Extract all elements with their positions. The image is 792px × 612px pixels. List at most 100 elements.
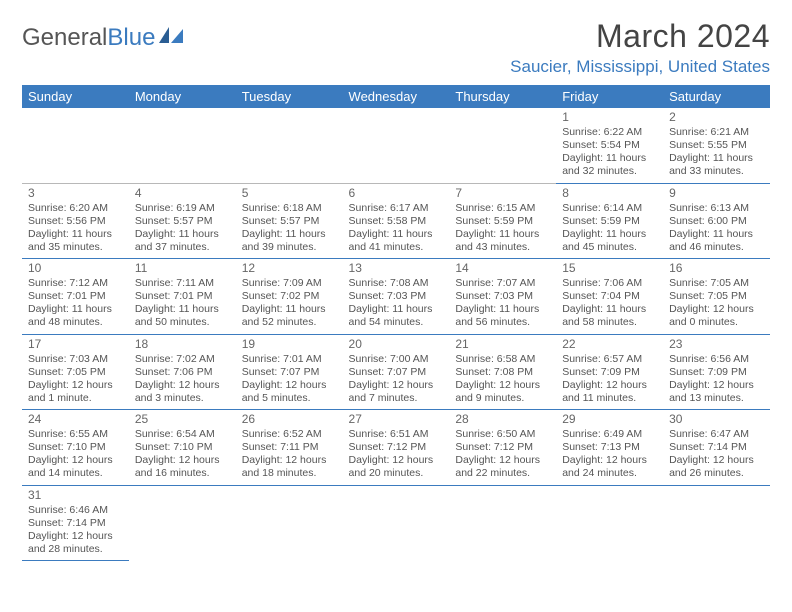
calendar-cell: 19Sunrise: 7:01 AMSunset: 7:07 PMDayligh… bbox=[236, 334, 343, 410]
sunrise-text: Sunrise: 7:11 AM bbox=[135, 277, 230, 290]
daylight-text: Daylight: 12 hours and 1 minute. bbox=[28, 379, 123, 405]
daylight-text: Daylight: 12 hours and 13 minutes. bbox=[669, 379, 764, 405]
sunset-text: Sunset: 7:14 PM bbox=[669, 441, 764, 454]
day-number: 29 bbox=[562, 412, 657, 427]
day-number: 20 bbox=[349, 337, 444, 352]
day-number: 23 bbox=[669, 337, 764, 352]
daylight-text: Daylight: 11 hours and 37 minutes. bbox=[135, 228, 230, 254]
daylight-text: Daylight: 12 hours and 24 minutes. bbox=[562, 454, 657, 480]
sunrise-text: Sunrise: 6:52 AM bbox=[242, 428, 337, 441]
day-number: 31 bbox=[28, 488, 123, 503]
calendar-header-row: SundayMondayTuesdayWednesdayThursdayFrid… bbox=[22, 85, 770, 108]
daylight-text: Daylight: 12 hours and 20 minutes. bbox=[349, 454, 444, 480]
day-number: 25 bbox=[135, 412, 230, 427]
sunrise-text: Sunrise: 7:08 AM bbox=[349, 277, 444, 290]
daylight-text: Daylight: 12 hours and 7 minutes. bbox=[349, 379, 444, 405]
calendar-cell: 31Sunrise: 6:46 AMSunset: 7:14 PMDayligh… bbox=[22, 485, 129, 561]
daylight-text: Daylight: 12 hours and 18 minutes. bbox=[242, 454, 337, 480]
sunset-text: Sunset: 7:01 PM bbox=[135, 290, 230, 303]
calendar-week: 3Sunrise: 6:20 AMSunset: 5:56 PMDaylight… bbox=[22, 183, 770, 259]
daylight-text: Daylight: 12 hours and 22 minutes. bbox=[455, 454, 550, 480]
day-number: 16 bbox=[669, 261, 764, 276]
calendar-week: 17Sunrise: 7:03 AMSunset: 7:05 PMDayligh… bbox=[22, 334, 770, 410]
calendar-week: 24Sunrise: 6:55 AMSunset: 7:10 PMDayligh… bbox=[22, 410, 770, 486]
calendar-cell: 15Sunrise: 7:06 AMSunset: 7:04 PMDayligh… bbox=[556, 259, 663, 335]
day-number: 9 bbox=[669, 186, 764, 201]
sunrise-text: Sunrise: 6:55 AM bbox=[28, 428, 123, 441]
sunrise-text: Sunrise: 6:57 AM bbox=[562, 353, 657, 366]
sunset-text: Sunset: 7:01 PM bbox=[28, 290, 123, 303]
calendar-cell: 16Sunrise: 7:05 AMSunset: 7:05 PMDayligh… bbox=[663, 259, 770, 335]
calendar-cell: 28Sunrise: 6:50 AMSunset: 7:12 PMDayligh… bbox=[449, 410, 556, 486]
calendar-cell: 14Sunrise: 7:07 AMSunset: 7:03 PMDayligh… bbox=[449, 259, 556, 335]
logo: GeneralBlue bbox=[22, 18, 185, 52]
daylight-text: Daylight: 12 hours and 16 minutes. bbox=[135, 454, 230, 480]
calendar-cell: 24Sunrise: 6:55 AMSunset: 7:10 PMDayligh… bbox=[22, 410, 129, 486]
sunrise-text: Sunrise: 7:06 AM bbox=[562, 277, 657, 290]
calendar-cell: 20Sunrise: 7:00 AMSunset: 7:07 PMDayligh… bbox=[343, 334, 450, 410]
day-number: 3 bbox=[28, 186, 123, 201]
daylight-text: Daylight: 12 hours and 11 minutes. bbox=[562, 379, 657, 405]
logo-text-general: General bbox=[22, 24, 107, 52]
daylight-text: Daylight: 11 hours and 32 minutes. bbox=[562, 152, 657, 178]
sunrise-text: Sunrise: 6:15 AM bbox=[455, 202, 550, 215]
calendar-cell: 6Sunrise: 6:17 AMSunset: 5:58 PMDaylight… bbox=[343, 183, 450, 259]
day-header: Monday bbox=[129, 85, 236, 108]
sunrise-text: Sunrise: 6:56 AM bbox=[669, 353, 764, 366]
day-number: 7 bbox=[455, 186, 550, 201]
calendar-week: 10Sunrise: 7:12 AMSunset: 7:01 PMDayligh… bbox=[22, 259, 770, 335]
calendar-cell: 1Sunrise: 6:22 AMSunset: 5:54 PMDaylight… bbox=[556, 108, 663, 183]
daylight-text: Daylight: 11 hours and 33 minutes. bbox=[669, 152, 764, 178]
daylight-text: Daylight: 11 hours and 45 minutes. bbox=[562, 228, 657, 254]
sunset-text: Sunset: 7:13 PM bbox=[562, 441, 657, 454]
daylight-text: Daylight: 12 hours and 28 minutes. bbox=[28, 530, 123, 556]
sunset-text: Sunset: 5:59 PM bbox=[562, 215, 657, 228]
calendar-cell: 2Sunrise: 6:21 AMSunset: 5:55 PMDaylight… bbox=[663, 108, 770, 183]
daylight-text: Daylight: 11 hours and 48 minutes. bbox=[28, 303, 123, 329]
calendar-cell: 22Sunrise: 6:57 AMSunset: 7:09 PMDayligh… bbox=[556, 334, 663, 410]
sunrise-text: Sunrise: 6:49 AM bbox=[562, 428, 657, 441]
day-header: Thursday bbox=[449, 85, 556, 108]
day-number: 4 bbox=[135, 186, 230, 201]
calendar-cell: 25Sunrise: 6:54 AMSunset: 7:10 PMDayligh… bbox=[129, 410, 236, 486]
day-number: 6 bbox=[349, 186, 444, 201]
sunset-text: Sunset: 7:11 PM bbox=[242, 441, 337, 454]
day-number: 5 bbox=[242, 186, 337, 201]
sunset-text: Sunset: 7:03 PM bbox=[455, 290, 550, 303]
calendar-cell bbox=[236, 485, 343, 561]
daylight-text: Daylight: 12 hours and 0 minutes. bbox=[669, 303, 764, 329]
daylight-text: Daylight: 11 hours and 50 minutes. bbox=[135, 303, 230, 329]
calendar-cell: 30Sunrise: 6:47 AMSunset: 7:14 PMDayligh… bbox=[663, 410, 770, 486]
sunset-text: Sunset: 7:04 PM bbox=[562, 290, 657, 303]
calendar-cell bbox=[129, 485, 236, 561]
daylight-text: Daylight: 11 hours and 41 minutes. bbox=[349, 228, 444, 254]
sunset-text: Sunset: 7:07 PM bbox=[242, 366, 337, 379]
calendar-cell bbox=[236, 108, 343, 183]
calendar-cell: 23Sunrise: 6:56 AMSunset: 7:09 PMDayligh… bbox=[663, 334, 770, 410]
calendar-cell: 4Sunrise: 6:19 AMSunset: 5:57 PMDaylight… bbox=[129, 183, 236, 259]
daylight-text: Daylight: 11 hours and 35 minutes. bbox=[28, 228, 123, 254]
header: GeneralBlue March 2024 Saucier, Mississi… bbox=[22, 18, 770, 77]
day-header: Sunday bbox=[22, 85, 129, 108]
calendar-week: 1Sunrise: 6:22 AMSunset: 5:54 PMDaylight… bbox=[22, 108, 770, 183]
sunset-text: Sunset: 7:03 PM bbox=[349, 290, 444, 303]
day-header: Saturday bbox=[663, 85, 770, 108]
sunrise-text: Sunrise: 6:17 AM bbox=[349, 202, 444, 215]
sunrise-text: Sunrise: 7:07 AM bbox=[455, 277, 550, 290]
sunset-text: Sunset: 7:06 PM bbox=[135, 366, 230, 379]
sunset-text: Sunset: 7:02 PM bbox=[242, 290, 337, 303]
day-number: 13 bbox=[349, 261, 444, 276]
calendar-cell: 11Sunrise: 7:11 AMSunset: 7:01 PMDayligh… bbox=[129, 259, 236, 335]
sunset-text: Sunset: 7:07 PM bbox=[349, 366, 444, 379]
sunrise-text: Sunrise: 6:20 AM bbox=[28, 202, 123, 215]
day-number: 12 bbox=[242, 261, 337, 276]
calendar-cell: 18Sunrise: 7:02 AMSunset: 7:06 PMDayligh… bbox=[129, 334, 236, 410]
day-number: 26 bbox=[242, 412, 337, 427]
daylight-text: Daylight: 11 hours and 46 minutes. bbox=[669, 228, 764, 254]
calendar-week: 31Sunrise: 6:46 AMSunset: 7:14 PMDayligh… bbox=[22, 485, 770, 561]
month-title: March 2024 bbox=[510, 18, 770, 55]
logo-text-blue: Blue bbox=[107, 24, 155, 52]
sunset-text: Sunset: 7:12 PM bbox=[455, 441, 550, 454]
calendar-cell bbox=[556, 485, 663, 561]
calendar-cell: 5Sunrise: 6:18 AMSunset: 5:57 PMDaylight… bbox=[236, 183, 343, 259]
